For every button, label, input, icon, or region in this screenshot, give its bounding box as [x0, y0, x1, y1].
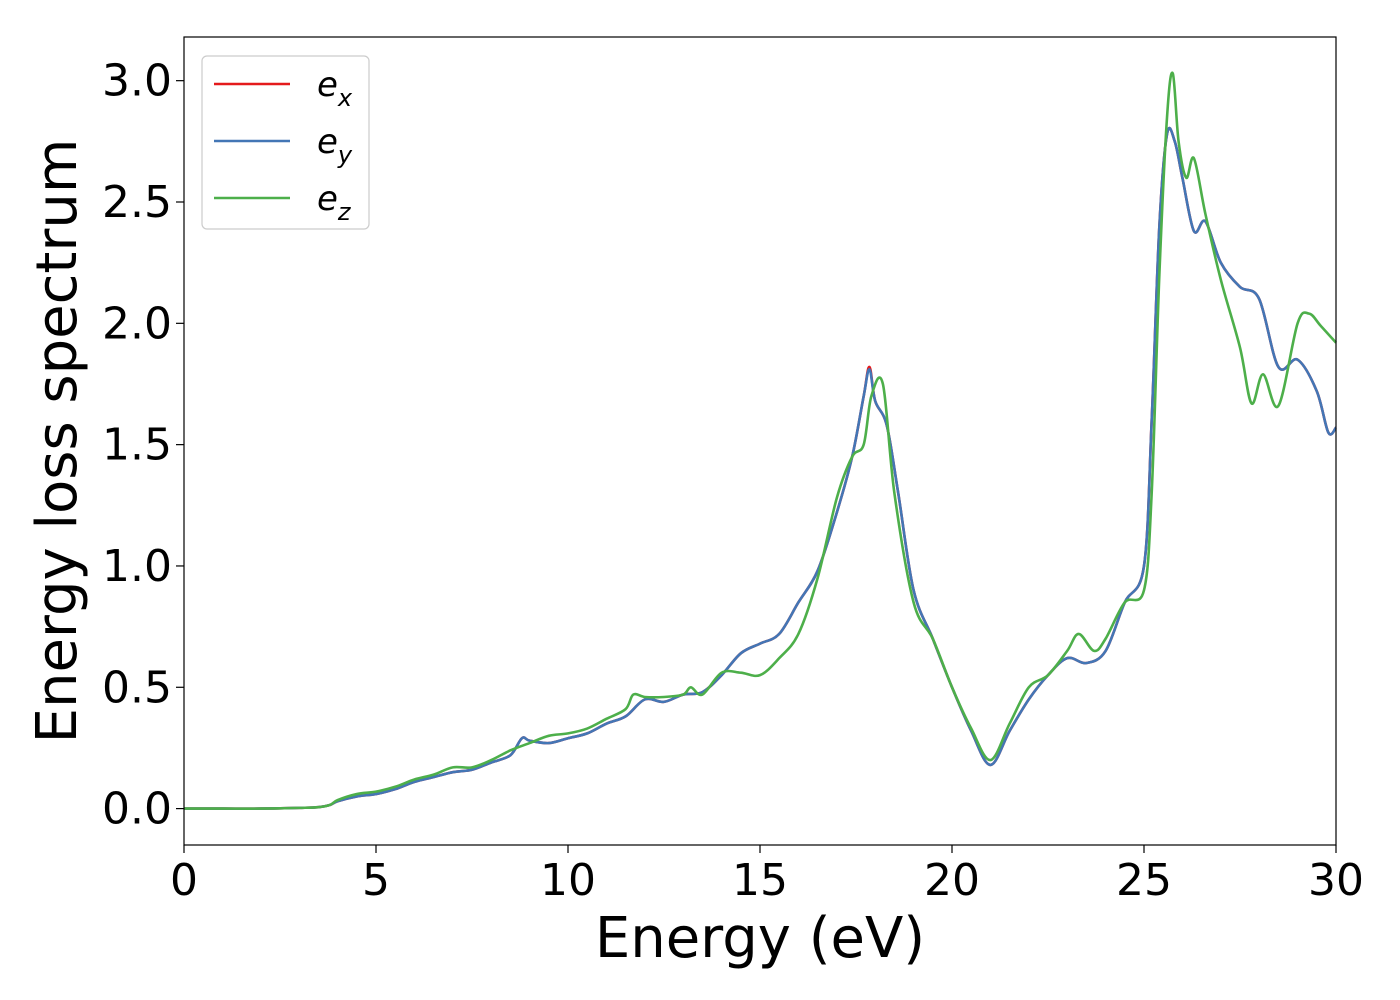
legend: ex ey ez — [201, 55, 370, 230]
plot-background — [184, 37, 1336, 845]
y-tick-label: 1.5 — [102, 420, 172, 471]
legend-label-ez: ez — [317, 179, 352, 226]
legend-label-ey: ey — [317, 122, 353, 169]
y-tick-label: 2.5 — [102, 177, 172, 228]
x-tick-label: 25 — [1116, 855, 1172, 906]
y-axis-label: Energy loss spectrum — [25, 139, 90, 744]
y-tick-label: 1.0 — [102, 541, 172, 592]
series-layer — [184, 71, 1338, 810]
y-tick-label: 3.0 — [102, 56, 172, 107]
legend-box — [201, 55, 370, 230]
x-tick-label: 5 — [362, 855, 390, 906]
series-line-ez — [184, 71, 1337, 810]
y-tick-label: 2.0 — [102, 298, 172, 349]
x-tick-label: 30 — [1308, 855, 1364, 906]
y-tick-label: 0.5 — [102, 662, 172, 713]
x-tick-label: 15 — [732, 855, 788, 906]
x-tick-label: 10 — [540, 855, 596, 906]
series-line-ey — [184, 126, 1338, 810]
x-tick-label: 20 — [924, 855, 980, 906]
y-tick-label: 0.0 — [102, 784, 172, 835]
x-axis-ticks: 0 5 10 15 20 25 30 — [170, 845, 1364, 906]
x-tick-label: 0 — [170, 855, 198, 906]
x-axis-label: Energy (eV) — [595, 906, 925, 971]
y-axis-ticks: 0.0 0.5 1.0 1.5 2.0 2.5 3.0 — [102, 56, 184, 835]
legend-label-ex: ex — [317, 65, 353, 112]
